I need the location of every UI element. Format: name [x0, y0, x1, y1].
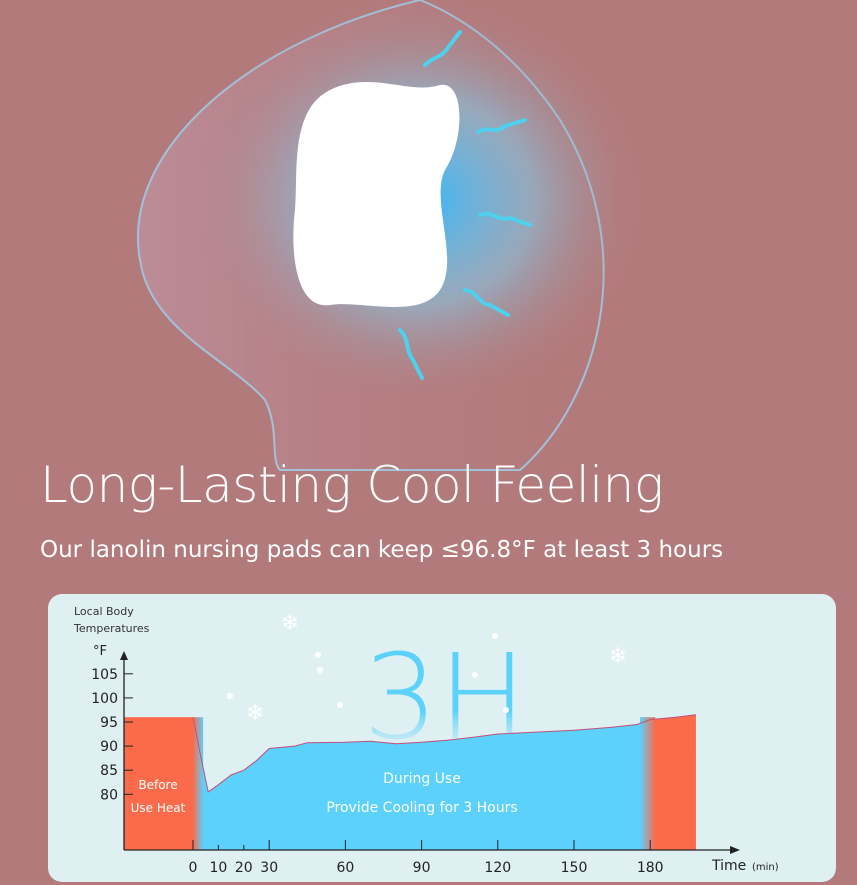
x-axis-unit: (min) — [752, 862, 779, 873]
y-tick-label: 85 — [100, 763, 118, 779]
snowflake-icon: ❄ — [246, 701, 264, 726]
y-axis-arrow — [120, 651, 128, 660]
after-use-area — [645, 714, 696, 850]
y-tick-label: 90 — [100, 739, 118, 755]
y-axis-title: Local Body — [74, 605, 134, 618]
y-tick-label: 105 — [91, 667, 118, 683]
snow-dot — [315, 652, 321, 658]
y-tick-label: 95 — [100, 715, 118, 731]
before-label-line2: Use Heat — [131, 801, 186, 815]
y-tick-label: 100 — [91, 691, 118, 707]
temperature-line — [192, 714, 696, 793]
x-tick-label: 120 — [484, 860, 511, 876]
snow-dot — [317, 667, 323, 673]
x-tick-label: 90 — [413, 860, 431, 876]
during-use-area — [193, 714, 696, 850]
snow-dot — [472, 672, 478, 678]
x-tick-label: 0 — [189, 860, 198, 876]
x-tick-label: 60 — [336, 860, 354, 876]
y-unit-label: °F — [93, 644, 107, 659]
x-tick-label: 30 — [260, 860, 278, 876]
snow-dot — [492, 633, 498, 639]
x-tick-label: 20 — [235, 860, 253, 876]
x-tick-label: 150 — [561, 860, 588, 876]
x-axis-arrow — [730, 846, 740, 854]
nursing-pad — [293, 81, 460, 307]
x-tick-label: 180 — [637, 860, 664, 876]
before-use-area — [124, 717, 193, 850]
x-axis-title: Time — [711, 858, 746, 874]
y-tick-label: 80 — [100, 787, 118, 803]
x-tick-label: 10 — [209, 860, 227, 876]
snow-dot — [503, 707, 509, 713]
snowflake-icon: ❄ — [609, 644, 627, 669]
snow-dot — [337, 702, 343, 708]
cool-wave-arrow-icon — [398, 30, 532, 380]
before-label: Before — [138, 778, 177, 792]
snow-dot — [227, 693, 233, 699]
transition-left — [193, 717, 204, 850]
product-illustration — [137, 0, 650, 471]
transition-right — [640, 717, 656, 850]
snowflake-icon: ❄ — [281, 611, 299, 636]
headline: Long-Lasting Cool Feeling — [40, 456, 664, 514]
during-label: During Use — [383, 771, 461, 787]
y-axis-title-line2: Temperatures — [73, 622, 150, 635]
subheadline: Our lanolin nursing pads can keep ≤96.8°… — [40, 537, 724, 563]
during-label-line2: Provide Cooling for 3 Hours — [326, 800, 517, 816]
